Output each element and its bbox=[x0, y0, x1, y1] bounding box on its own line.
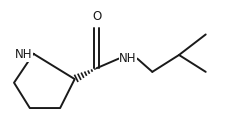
Text: NH: NH bbox=[15, 48, 32, 61]
Text: O: O bbox=[92, 10, 101, 23]
Text: NH: NH bbox=[119, 52, 137, 65]
